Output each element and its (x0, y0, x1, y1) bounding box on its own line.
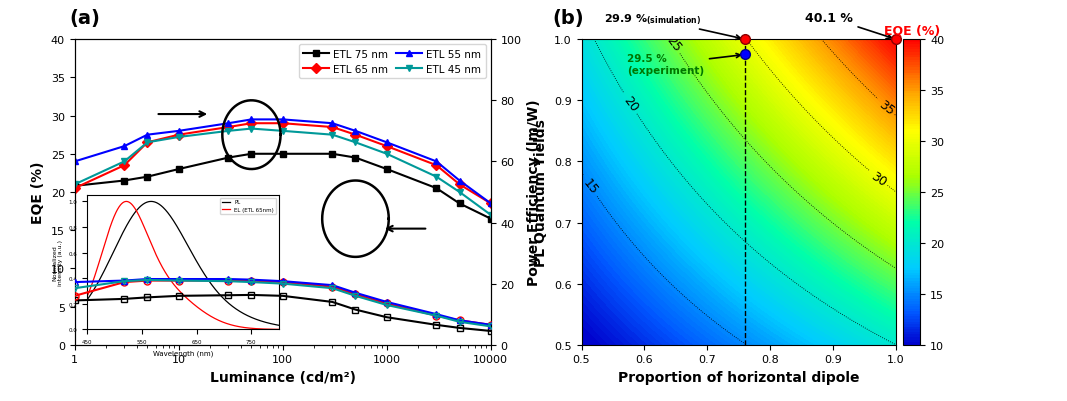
Title: EQE (%): EQE (%) (883, 24, 940, 38)
Text: 35: 35 (876, 97, 896, 117)
Legend: ETL 75 nm, ETL 65 nm, ETL 55 nm, ETL 45 nm: ETL 75 nm, ETL 65 nm, ETL 55 nm, ETL 45 … (299, 45, 485, 79)
Text: 15: 15 (580, 177, 601, 197)
Text: 20: 20 (620, 94, 640, 115)
Text: 29.5 %
(experiment): 29.5 % (experiment) (626, 54, 740, 76)
X-axis label: Proportion of horizontal dipole: Proportion of horizontal dipole (618, 370, 859, 384)
Text: 30: 30 (869, 169, 889, 188)
Y-axis label: PL Quantum Yields: PL Quantum Yields (535, 119, 548, 266)
Y-axis label: EQE (%): EQE (%) (31, 161, 45, 224)
Text: 25: 25 (664, 34, 683, 55)
Text: 29.9 %$_{\mathbf{(simulation)}}$: 29.9 %$_{\mathbf{(simulation)}}$ (604, 12, 740, 40)
Text: (a): (a) (69, 9, 100, 28)
Text: 40.1 %: 40.1 % (805, 12, 892, 40)
Text: (b): (b) (553, 9, 585, 28)
X-axis label: Luminance (cd/m²): Luminance (cd/m²) (210, 370, 355, 384)
Y-axis label: Power Efficiency (lm/W): Power Efficiency (lm/W) (527, 99, 541, 286)
